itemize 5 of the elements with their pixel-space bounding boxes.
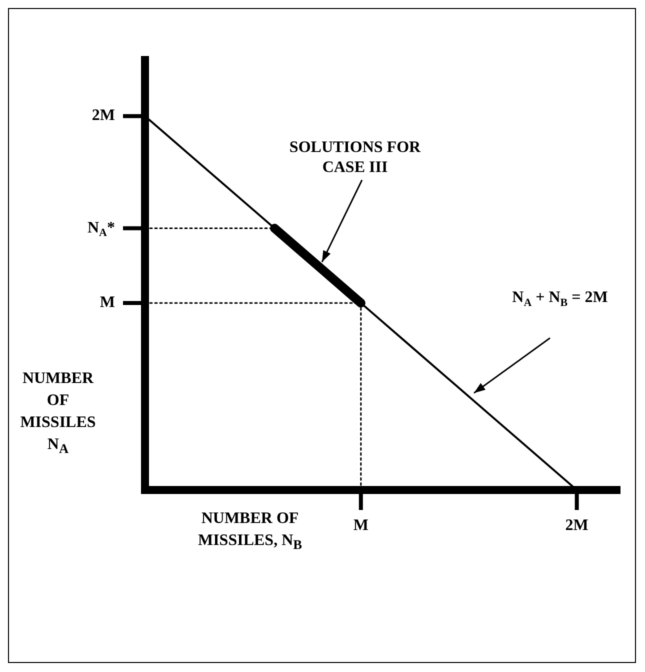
text: 2M (92, 107, 116, 124)
text: M (100, 294, 116, 312)
y-axis-title: NUMBER OF MISSILES N$_{A}$ (19, 369, 97, 458)
x-axis-title: NUMBER OF MISSILES, N$_{B}$ (196, 509, 304, 554)
annotation: SOLUTIONS FOR CASE III (289, 139, 422, 176)
